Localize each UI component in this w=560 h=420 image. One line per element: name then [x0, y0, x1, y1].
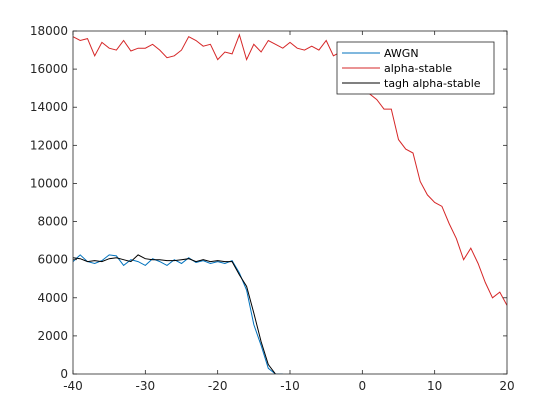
legend-label-0: AWGN — [384, 47, 419, 60]
legend-box — [336, 41, 495, 95]
series-line-0 — [73, 254, 283, 374]
legend-label-2: tagh alpha-stable — [384, 77, 481, 90]
x-tick-label-5: 10 — [427, 379, 442, 393]
y-tick-label-6: 12000 — [30, 138, 68, 152]
y-tick-label-9: 18000 — [30, 24, 68, 38]
x-tick-label-2: -20 — [208, 379, 228, 393]
tick-layer: -40 -30 -20 -10 0 10 20 0 2000 4000 6000 8000 10000 1… — [30, 24, 515, 393]
x-tick-label-4: 0 — [359, 379, 367, 393]
y-tick-label-1: 2000 — [37, 329, 68, 343]
legend-label-1: alpha-stable — [384, 62, 452, 75]
y-tick-label-4: 8000 — [37, 215, 68, 229]
y-tick-label-3: 6000 — [37, 253, 68, 267]
x-tick-label-1: -30 — [136, 379, 156, 393]
y-tick-label-5: 10000 — [30, 176, 68, 190]
x-tick-label-3: -10 — [280, 379, 300, 393]
y-tick-label-2: 4000 — [37, 291, 68, 305]
y-tick-label-7: 14000 — [30, 100, 68, 114]
series-line-1 — [73, 33, 507, 306]
series-line-2 — [73, 254, 276, 374]
y-tick-label-0: 0 — [60, 367, 68, 381]
x-tick-label-0: -40 — [63, 379, 83, 393]
y-tick-label-8: 16000 — [30, 62, 68, 76]
legend: AWGN alpha-stable tagh alpha-stable — [336, 41, 495, 95]
x-tick-label-6: 20 — [499, 379, 514, 393]
series-layer — [73, 33, 507, 374]
